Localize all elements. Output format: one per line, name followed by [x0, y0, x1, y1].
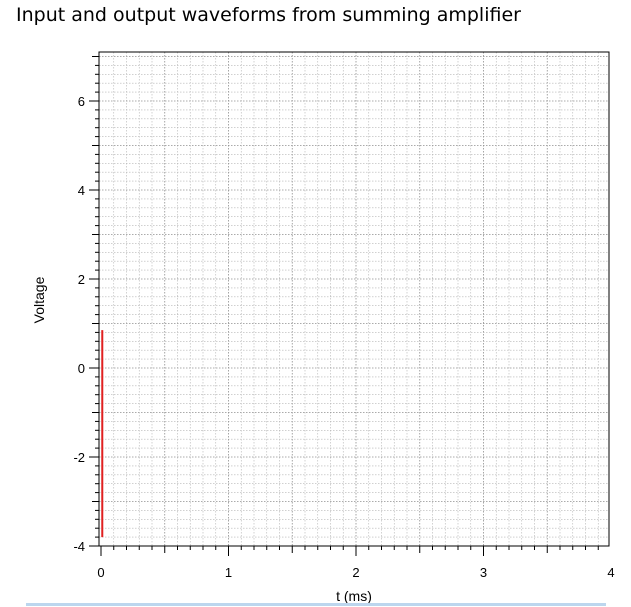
- y-tick-label: -4: [73, 539, 85, 554]
- x-tick-label: 3: [480, 565, 487, 580]
- major-grid: [99, 52, 609, 546]
- minor-grid: [99, 52, 609, 546]
- y-axis-label: Voltage: [31, 276, 47, 323]
- x-tick-label: 4: [607, 565, 614, 580]
- y-tick-label: -2: [73, 450, 85, 465]
- plot-area: [99, 52, 609, 546]
- chart-title: Input and output waveforms from summing …: [16, 4, 521, 26]
- x-tick-label: 2: [352, 565, 359, 580]
- y-tick-label: 0: [78, 361, 85, 376]
- x-axis-label: t (ms): [336, 588, 372, 604]
- axis-ticks: [89, 56, 599, 556]
- tick-labels: 0 1 2 3 4 -4 -2 0 2 4 6: [73, 94, 614, 580]
- y-tick-label: 4: [78, 183, 85, 198]
- x-tick-label: 1: [225, 565, 232, 580]
- footer-divider: [26, 603, 606, 606]
- x-tick-label: 0: [97, 565, 104, 580]
- y-tick-label: 6: [78, 94, 85, 109]
- plot-frame: [98, 51, 610, 547]
- y-tick-label: 2: [78, 272, 85, 287]
